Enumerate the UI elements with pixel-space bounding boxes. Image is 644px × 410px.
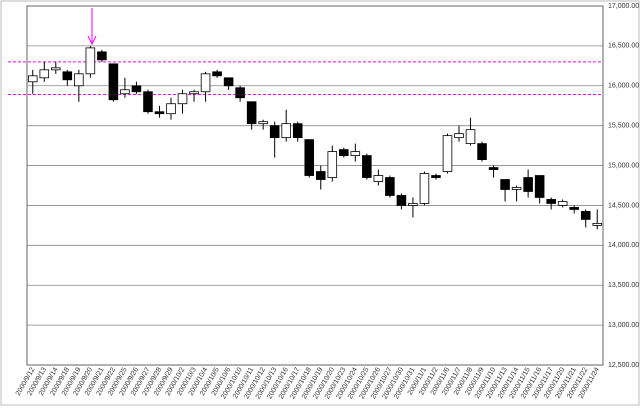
candle-body [189,91,199,95]
arrow-head [87,35,97,46]
candle-body [51,67,61,71]
candle-body [511,187,522,190]
candle-body [223,77,234,87]
candle-body [396,195,407,206]
candle-body [258,121,268,125]
candle-body [557,201,568,206]
y-tick-label: 15,500.00 [608,123,639,130]
candle-body [546,199,556,204]
candle-body [419,173,430,204]
candle-body [235,87,245,99]
candle-body [281,123,291,139]
candle-body [304,139,315,176]
candle-body [408,203,418,206]
candle-body [74,73,84,87]
candle-body [154,111,165,115]
y-tick-label: 16,500.00 [608,43,639,50]
candle-body [431,175,441,178]
candle-body [246,101,257,125]
candle-body [212,71,222,77]
candle-body [292,123,303,139]
y-tick-label: 14,500.00 [608,202,639,209]
candle-body [500,179,510,190]
candle-body [269,125,280,139]
candle-body [108,63,119,101]
candle-body [27,75,38,83]
candle-body [454,133,464,139]
y-tick-label: 13,500.00 [608,282,639,289]
y-tick-label: 17,000.00 [608,3,639,10]
candle-body [442,135,453,172]
candle-body [143,91,153,113]
candle-body [177,93,188,105]
candle-body [85,47,96,75]
candle-body [477,143,487,160]
y-tick-label: 16,000.00 [608,83,639,90]
candle-body [523,177,533,192]
candle-body [534,175,545,198]
candle-body [350,151,361,156]
candle-body [166,103,176,115]
candle-body [315,171,326,180]
candle-body [339,149,349,156]
y-tick-label: 14,000.00 [608,242,639,249]
candle-body [373,175,384,182]
candle-body [97,51,107,61]
candle-body [569,207,579,210]
candle-body [131,85,142,93]
candle-body [385,177,395,196]
candle-body [39,69,50,79]
candle-body [200,73,211,93]
y-tick-label: 15,000.00 [608,162,639,169]
y-tick-label: 12,500.00 [608,362,639,369]
candle-body [592,222,603,226]
plot-border [26,5,604,366]
candle-body [362,155,372,178]
candle-body [580,211,591,220]
y-tick-label: 13,000.00 [608,322,639,329]
candle-body [62,71,73,81]
candle-body [488,167,499,170]
candle-body [327,151,338,178]
candle-body [465,129,476,145]
candle-body [120,89,130,95]
